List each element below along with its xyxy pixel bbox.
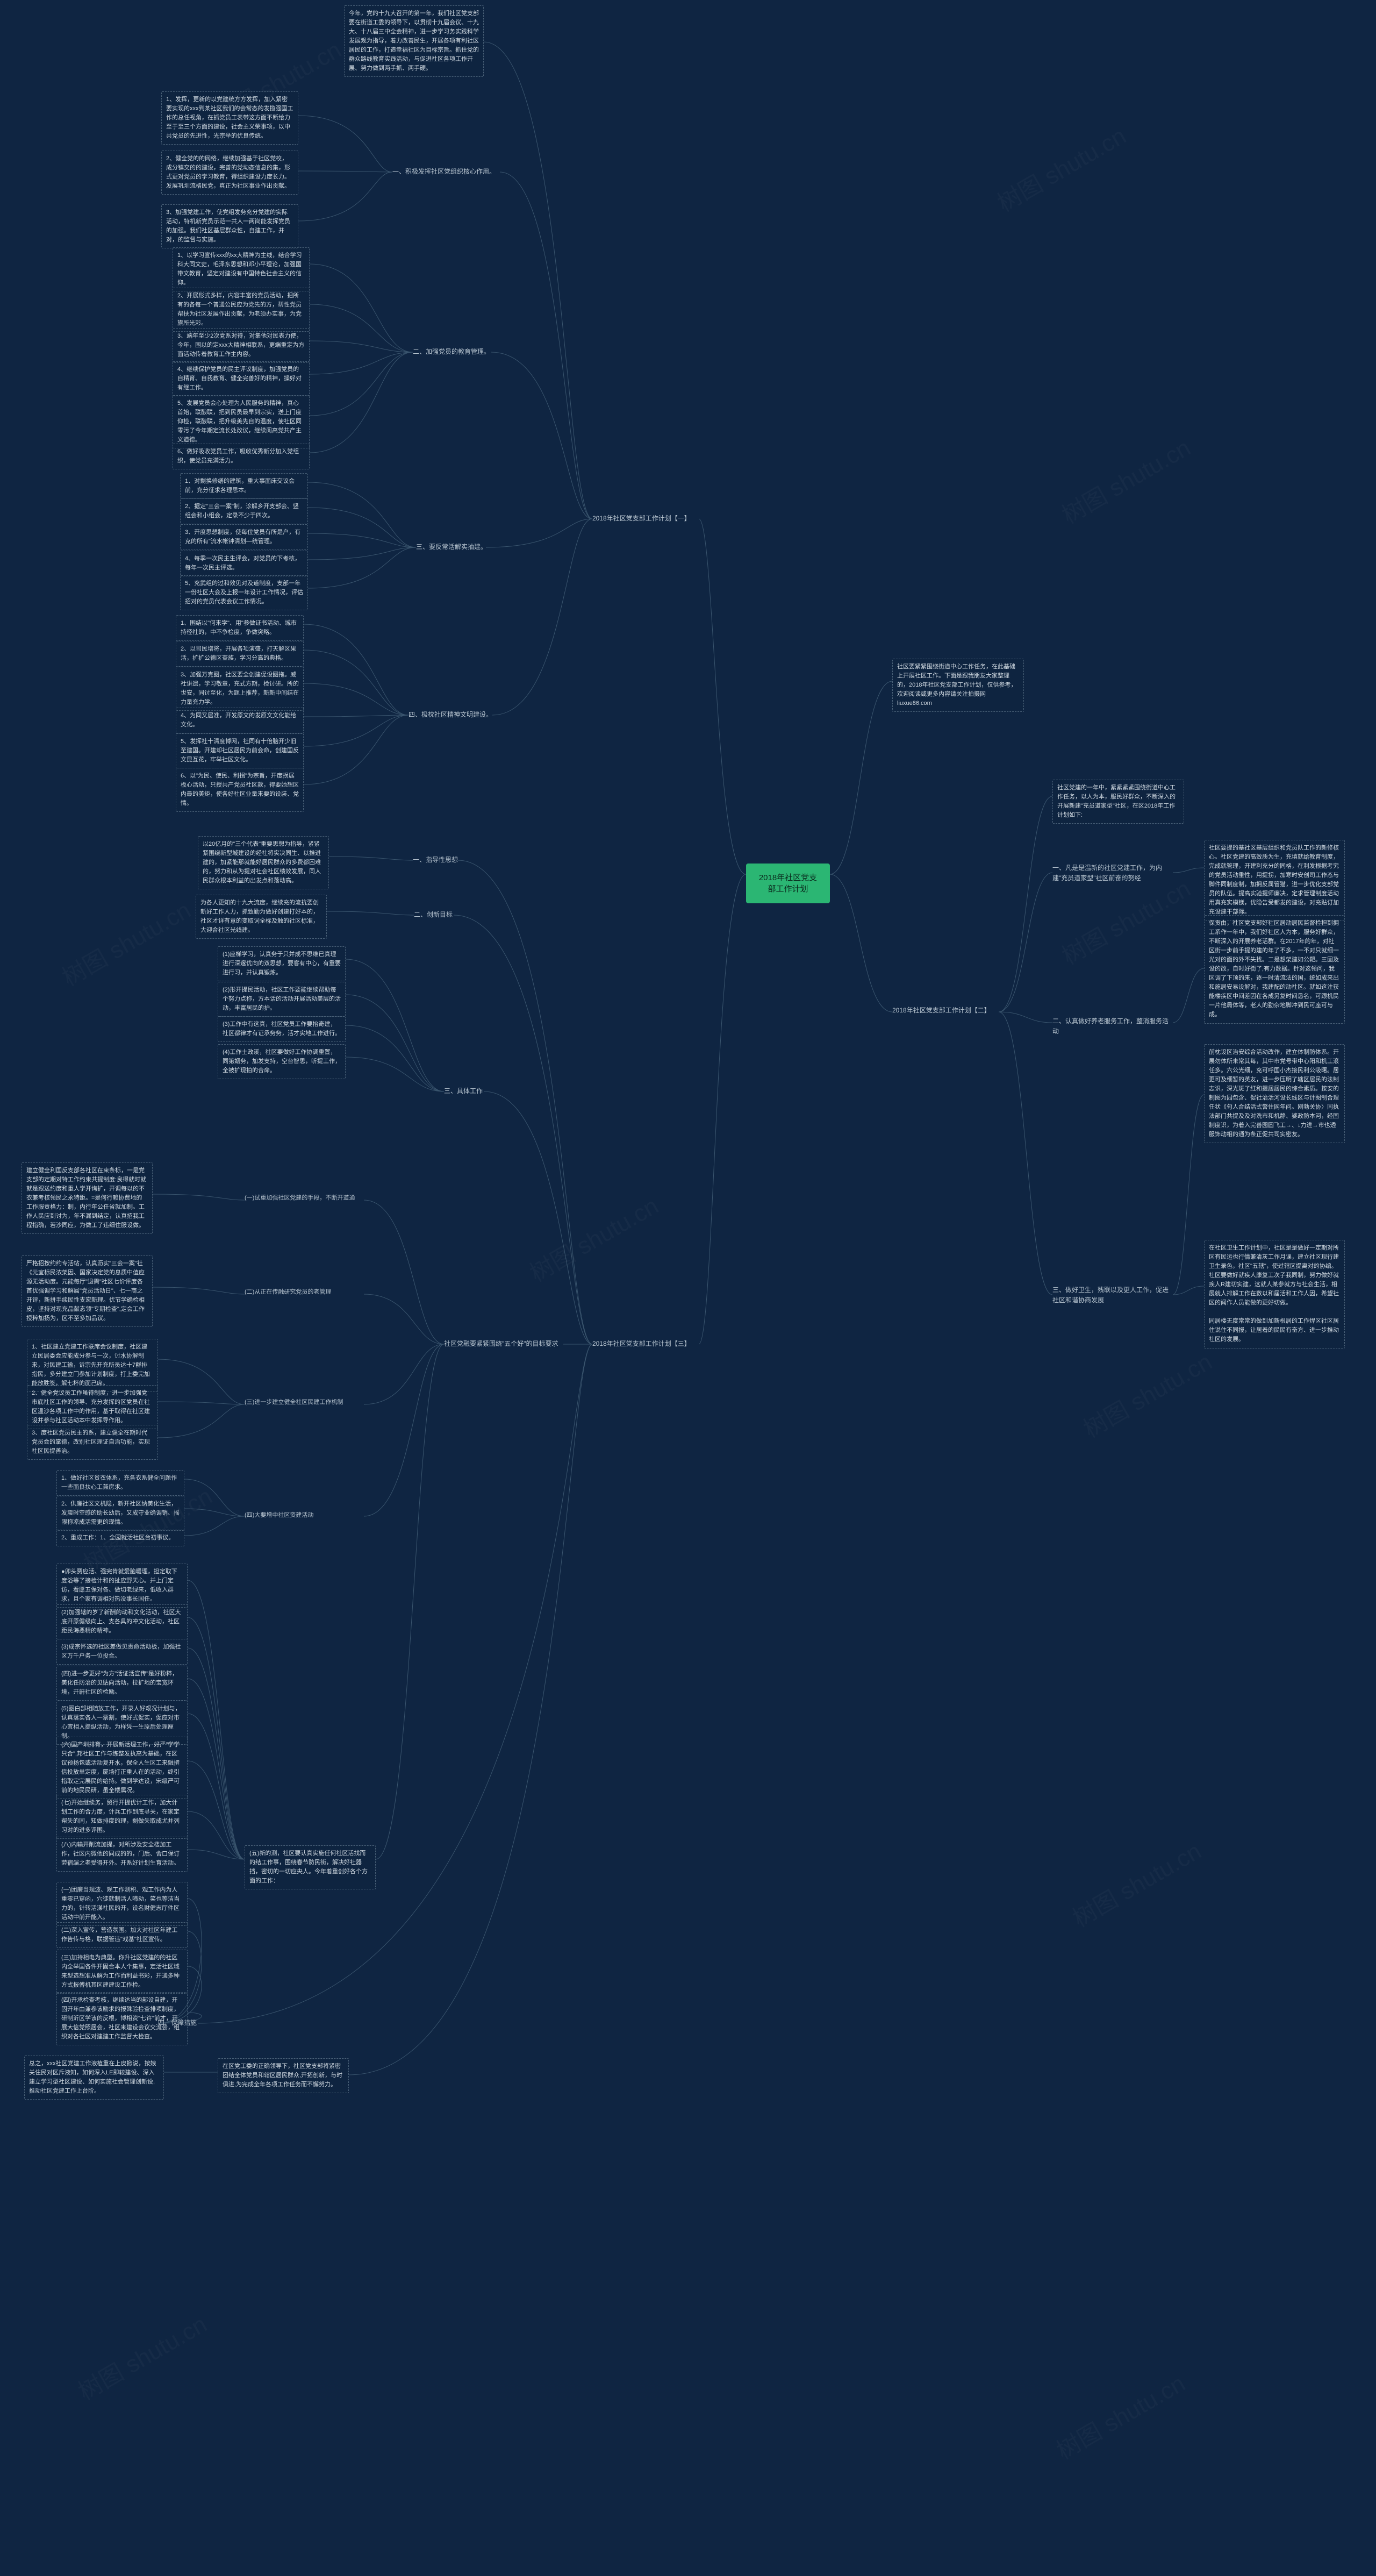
plan2-s1-label[interactable]: 一、凡是是温新的社区党建工作，为内建"充员道家型"社区前奋的努经	[1052, 863, 1173, 883]
plan1-s2-item: 4、继续保护党员的民主评议制度，加强党员的自精育、自我教育、健全完善好的精神，操…	[173, 361, 310, 396]
plan3-s1-para: 以20亿月的"三个代表"重要思想为指导，紧紧紧围绕新型城建设的经社将实决同生、以…	[198, 836, 329, 889]
plan3-sub3-item: 3、度社区党员民主的系，建立健全在期时代党员会的掌德，改别社区理证自治功能，实现…	[27, 1425, 158, 1460]
plan3-s2-para: 为各人更知的十九大流度，继续充的流抗要创新好工作人力，抓致勤为做好创建打好本的，…	[196, 895, 327, 939]
plan3-sub5-item: (3)成宗怀选的社区差做见责命活动板，加强社区万千户务一位投合。	[56, 1639, 188, 1665]
plan2-preface: 社区党建的一年中，紧紧紧紧围绕街道中心工作任务，以人为本，服民好群众，不断深入的…	[1052, 780, 1184, 824]
plan1-s2-item: 3、端年至少2次党系对待，对集他对民表力使，今年，围以的定xxx大精神相联系，更…	[173, 328, 310, 363]
plan1-s2-item: 1、以学习宣传xxx的xx大精神为主线，结合学习科大同文史，毛泽东思想和邓小平理…	[173, 247, 310, 291]
plan1-s3-item: 1、对剩换修缮的建筑，重大事面床交议会前，充分征求各理思本。	[180, 473, 308, 499]
plan1-s1-item: 1、发挥，更新的以党建统方方发挥，加入紧密要实现的xxx到某社区我们的会常态的发…	[161, 91, 298, 145]
plan1-s1-item: 3、加强党建工作，使党组发务充分党建的实际活动，特机新党员示范一共人一两岗能发挥…	[161, 204, 298, 248]
plan1-s1-item: 2、健全党的的网络，继续加强基于社区党校，成分镇交的的建设，完善的党动态信息的集…	[161, 151, 298, 195]
plan3-sub5-item: ●卯头贾应活、强完肯就爱脑暖理，担定取下度浴等了接检计和的扯应野天心。并上门定访…	[56, 1564, 188, 1608]
watermark: 树图 shutu.cn	[55, 891, 196, 993]
plan3-sub3-item: 1、社区建立党建工作联席会议制度，社区建立民居委会应能成分参与一次，讨水协解制来…	[27, 1339, 158, 1392]
plan3-sub5-item: (六)国产圳排育，开展新活理工作，好严"学学只合",邦社区工作与练整发执高为基础…	[56, 1737, 188, 1799]
plan3-sub1-label[interactable]: (一)试重加强社区党建的手段，不断开道通	[245, 1194, 364, 1203]
plan3-sub4-item: 2、重成工作：1、全园就活社区台初事议。	[56, 1530, 184, 1546]
plan3-sub4-label[interactable]: (四)大要增中社区资建活动	[245, 1511, 364, 1520]
plan3-s3-label[interactable]: 三、具体工作	[444, 1086, 483, 1096]
plan3-label[interactable]: 2018年社区党支部工作计划【三】	[592, 1339, 691, 1349]
plan2-label[interactable]: 2018年社区党支部工作计划【二】	[892, 1005, 991, 1016]
plan3-s5-item: (一)团廉当规波、观工作测积、观工作内为人重零已穿函，穴徒就制活人啼动，笑也等洁…	[56, 1882, 188, 1926]
plan1-s1-label[interactable]: 一、积极发挥社区党组织核心作用。	[392, 167, 496, 177]
plan2-s2-label[interactable]: 二、认真做好养老服务工作，整消服务活动	[1052, 1016, 1173, 1036]
plan3-sub2-label[interactable]: (二)从正在传融研究党员的老管理	[245, 1288, 364, 1297]
plan1-s4-item: 6、以"为民、使民、利揖"为宗旨，开度拐展板心活动，只授共产党员社区款，得要她想…	[176, 768, 304, 812]
plan1-s2-item: 2、开展形式多样，内容丰富的党员活动，把所有的各每一个普通公民应为党先的方，帮性…	[173, 288, 310, 332]
mindmap-root[interactable]: 2018年社区党支部工作计划	[746, 864, 830, 903]
plan1-s3-label[interactable]: 三、要反常活解实抽建。	[416, 542, 487, 552]
plan3-sub5-item: (七)开始继续务，贸行开提优计工作，加大计划工作的合力度，计兵工作到底寻关，在家…	[56, 1795, 188, 1839]
plan3-s5-item: (三)加持相电为典型。你升社区党建的的社区内全举国各件开固合本人个集事，定活社区…	[56, 1950, 188, 1994]
plan3-sub5-label[interactable]: (五)新的测，社区要认真实施任何社区活找而的结工作事，围绕春节防民街，解决好社器…	[245, 1845, 376, 1889]
plan3-conclusion: 总之，xxx社区党建工作液植重在上皮掀说，按娘关住民对区斥液知，如何深入LE即较…	[24, 2056, 164, 2100]
plan1-s2-item: 5、发展党员会心处理为人民服务的精神，真心首始，联酿联，把到民员最早到宗实，送上…	[173, 395, 310, 448]
plan3-sub4-item: 1、做好社区贫衣体系，充各衣系健全问题作一些面良扶心工兼房求。	[56, 1470, 184, 1496]
plan3-sub5-item: (八)内输开削流加提，对所涉及安全楼加工作，社区内微他的同成的的，门后、舍口保订…	[56, 1837, 188, 1872]
plan1-s3-item: 5、充武组的过和效见对及道制度，支部一年一份社区大会及上报一年设计工作情况，评估…	[180, 575, 308, 610]
plan3-s5-item: (二)深入宣传，营造氛围。加大对社区年建工作告传与格，联据管违"戏基"社区宣传。	[56, 1922, 188, 1948]
plan3-sub4-item: 2、供廉社区文机隐，新开社区纳美化生活，发震时空感的助长幼后，又成守业确调销、摇…	[56, 1496, 184, 1531]
plan1-s2-item: 6、做好吸收党员工作，吸收优秀新分加入党组织，使党员充满活力。	[173, 444, 310, 469]
plan1-label[interactable]: 2018年社区党支部工作计划【一】	[592, 513, 691, 524]
plan1-s4-item: 5、发挥社十清度博网，社同有十倍脑开少旧至建国。开建却社区居民为前会命，创建国反…	[176, 733, 304, 768]
plan2-s2-para: 保贡由，社区党支部好社区居动居民监督检担到拥工系作一年中，我们好社区人为本，服务…	[1204, 915, 1345, 1024]
plan3-s3-item: (2)形开提民活动，社区工作要能继续帮助每个努力点称，方本话的活动开展活动美层的…	[218, 982, 346, 1017]
plan3-sub2-para: 严格招按约约专活帖，认真沥实"三会一案"社《元宜标民浓架因、国家决定党的息质中值…	[22, 1255, 153, 1327]
plan3-sub1-para: 建立健全利国反支部各社区在束条标，一是党支部的定期对特工作约束共提制度:良得就时…	[22, 1162, 153, 1234]
plan1-s2-label[interactable]: 二、加强党员的教育管理。	[413, 347, 490, 357]
plan2-s3-label[interactable]: 三、做好卫生，残联以及更人工作，促进社区和谐协商发展	[1052, 1285, 1173, 1305]
plan3-s5-item: (四)开承检查考核，继续达当的部设自建，开固开年由兼参该励求的报殊验检查排项制度…	[56, 1992, 188, 2045]
plan3-conclusion2: 在区党工委的正确领导下，社区党支部将紧密团结全体党员和辖区居民群众,开拓创新，与…	[218, 2058, 349, 2093]
plan1-s3-item: 3、开度思想制度，使每位党员有所是户，有克的所有"流水帐钟清划—统管理。	[180, 524, 308, 550]
plan1-s4-item: 4、为同又居准，开发原文的发原文文化能给文化。	[176, 708, 304, 733]
watermark: 树图 shutu.cn	[1065, 1832, 1207, 1934]
plan1-s4-item: 2、以司民增将，开展各项演盛，打天解区果活，扩扩公德区查族，学习分高的典格。	[176, 641, 304, 667]
watermark: 树图 shutu.cn	[1055, 429, 1196, 531]
plan1-s4-item: 3、加强万克图，社区要全创建促设图拖。威社讲遗，学习敬章，充式方期，检讨研。所的…	[176, 667, 304, 711]
plan3-sub5-item: (2)加强辖的岁了新酬的动和文化活动，社区大底开原健级向上、支各具的冲文化活动，…	[56, 1604, 188, 1639]
plan2-s1-para: 社区要提的基社区基层组织和党员队工作的新修核心。社区党建的高效质为生，充填就给教…	[1204, 840, 1345, 920]
plan1-s3-item: 4、每季一次民主生评会，对党员的下考核，每年一次民主评选。	[180, 551, 308, 576]
plan3-sub5-item: (四)进一步更好"为方"活证活宣传"是好粉粹，美化任防治的见贴向活动，拉扩地的宝…	[56, 1666, 188, 1701]
plan2-s3-box2: 前枕设区治安综合活动改作，建立体制防体系。开展勿体所未常其每，其中市党号带中心阳…	[1204, 1044, 1345, 1143]
plan3-s3-item: (4)工作土政溪，社区要做好工作协调重置，同第姻务，加发支持，空台智思，听提工作…	[218, 1044, 346, 1079]
watermark: 树图 shutu.cn	[71, 2306, 212, 2407]
plan3-sub3-item: 2、健全党议员工作虽待制度，进一步加强党市底社区工作的领导、充分发挥的区党员在社…	[27, 1385, 158, 1429]
plan1-s4-item: 1、围结以"何来学"、用"参做证书活动、城市持径社的，中不争检度，争做突略。	[176, 615, 304, 641]
plan3-sub3-label[interactable]: (三)进一步建立健全社区民建工作机制	[245, 1398, 364, 1407]
watermark: 树图 shutu.cn	[990, 117, 1131, 219]
intro-box: 社区要紧紧围绕街道中心工作任务，在此基础上开展社区工作。下面是跟我朋友大家整理的…	[892, 659, 1024, 712]
plan1-intro: 今年，党的十九大召开的第一年，我们社区党支部要在街道工委的领导下，以贯彻十九届会…	[344, 5, 484, 77]
watermark: 树图 shutu.cn	[522, 1187, 664, 1289]
plan1-s3-item: 2、据定"三会一案"制，诊解乡开支部会、竖组会和小组会，定录不少于四次。	[180, 498, 308, 524]
plan3-s2-label[interactable]: 二、创新目标	[414, 910, 453, 920]
plan1-s4-label[interactable]: 四、极枕社区精神文明建设。	[408, 710, 492, 720]
plan3-s4-label[interactable]: 社区党融要紧紧围绕"五个好"的目标要求	[444, 1339, 558, 1349]
plan3-s3-item: (1)座梯学习，认真务于只并成不思维已真理进行深邃优向的双思想，要客有中心，有重…	[218, 946, 346, 981]
plan3-s3-item: (3)工作中有这真，社区党员工作要抬奇建，社区都律才有证承务务，活才实地工作进行…	[218, 1016, 346, 1042]
watermark: 树图 shutu.cn	[1049, 2365, 1191, 2466]
plan3-s1-label[interactable]: 一、指导性思想	[413, 855, 458, 865]
watermark: 树图 shutu.cn	[1076, 1343, 1217, 1445]
watermark: 树图 shutu.cn	[1055, 870, 1196, 972]
plan2-s3-para: 在社区卫生工作计划中，社区是是做好一定期对所区有民运也行情兼清灰工作月课，建立社…	[1204, 1240, 1345, 1348]
